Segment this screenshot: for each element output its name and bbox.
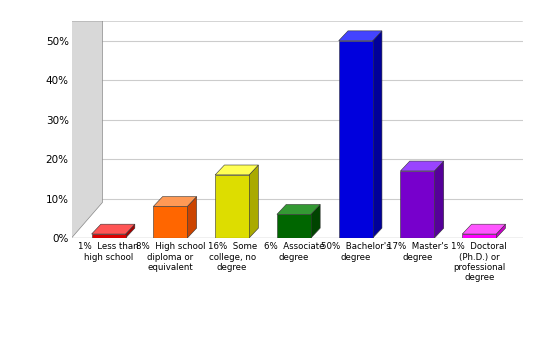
Polygon shape	[277, 204, 320, 214]
Polygon shape	[462, 234, 496, 238]
Polygon shape	[400, 171, 434, 238]
Polygon shape	[339, 31, 382, 41]
Polygon shape	[339, 41, 373, 238]
Polygon shape	[311, 204, 320, 238]
Polygon shape	[400, 161, 444, 171]
Polygon shape	[462, 224, 505, 234]
Polygon shape	[92, 224, 135, 234]
Polygon shape	[153, 206, 188, 238]
Polygon shape	[249, 165, 258, 238]
Polygon shape	[92, 234, 125, 238]
Polygon shape	[277, 214, 311, 238]
Polygon shape	[188, 197, 196, 238]
Polygon shape	[153, 197, 196, 206]
Polygon shape	[72, 0, 102, 238]
Polygon shape	[72, 0, 550, 21]
Polygon shape	[215, 165, 258, 175]
Polygon shape	[125, 224, 135, 238]
Polygon shape	[215, 175, 249, 238]
Polygon shape	[496, 224, 505, 238]
Polygon shape	[373, 31, 382, 238]
Polygon shape	[434, 161, 444, 238]
